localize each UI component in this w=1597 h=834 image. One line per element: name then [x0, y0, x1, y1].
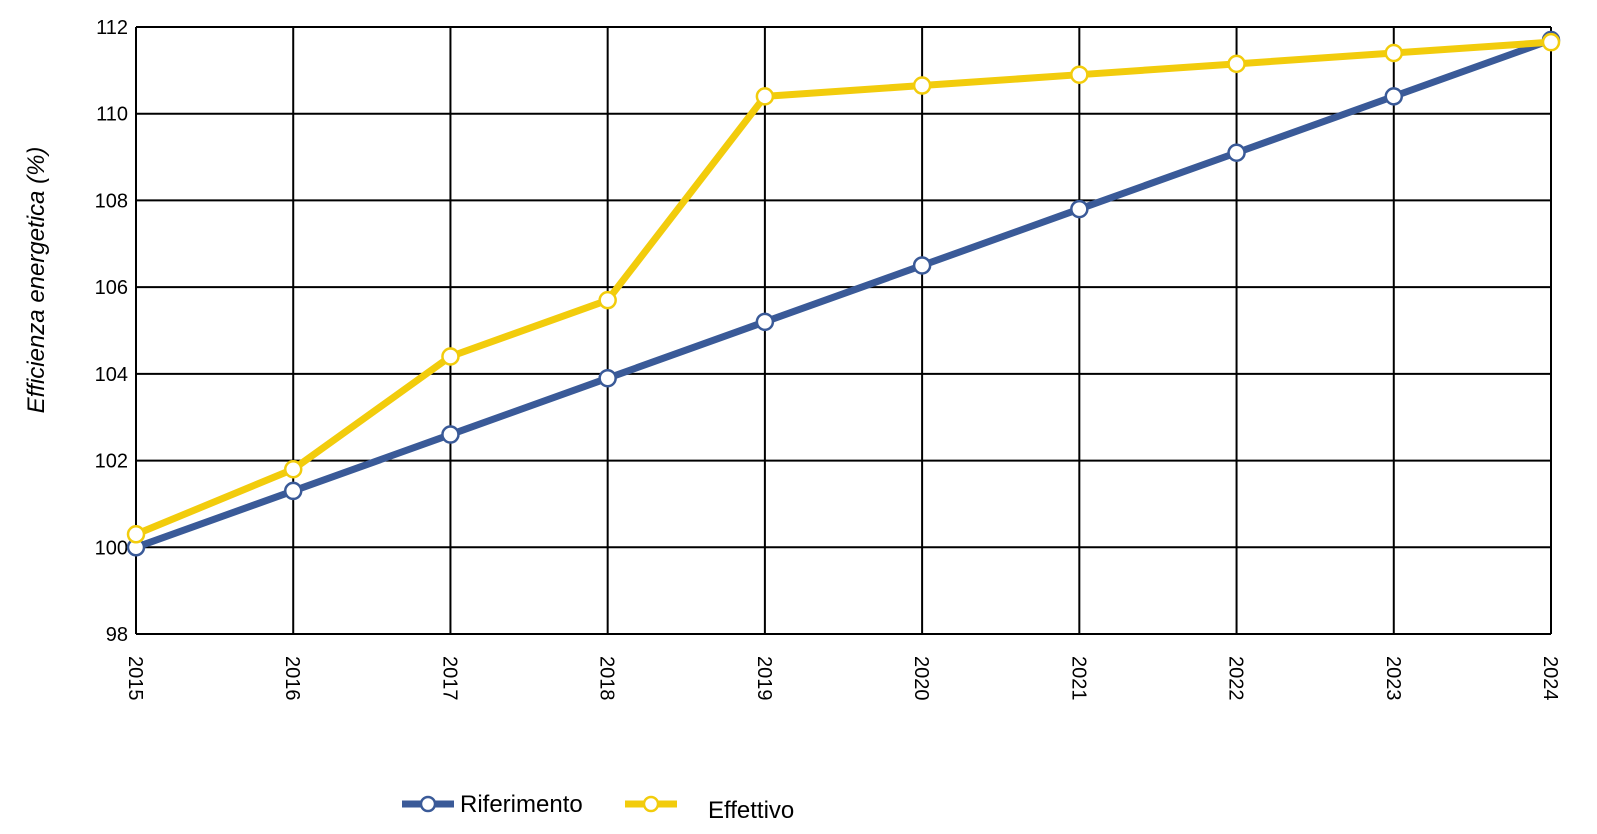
- series-riferimento: [126, 30, 1561, 557]
- data-point: [598, 290, 617, 310]
- data-point: [1227, 54, 1246, 74]
- x-tick-label: 2019: [753, 656, 775, 701]
- x-tick-label: 2023: [1382, 656, 1404, 701]
- series-line: [132, 38, 1555, 538]
- legend-item-effettivo: Effettivo: [625, 795, 794, 824]
- legend-swatch-marker: [642, 795, 660, 813]
- legend-label: Effettivo: [708, 797, 794, 824]
- data-point: [1384, 43, 1404, 63]
- data-point: [1070, 65, 1089, 84]
- y-tick-label: 102: [95, 451, 128, 473]
- data-point: [1541, 32, 1561, 52]
- data-point: [912, 256, 932, 275]
- data-point: [441, 347, 460, 366]
- y-axis-ticks: 98 100 102 104 106 108 110 112: [95, 17, 128, 646]
- y-axis-label: Efficienza energetica (%): [23, 147, 50, 414]
- y-tick-label: 108: [95, 190, 128, 212]
- y-tick-label: 110: [96, 104, 128, 126]
- x-tick-label: 2022: [1225, 656, 1247, 701]
- x-tick-label: 2020: [910, 656, 932, 701]
- x-tick-label: 2024: [1539, 656, 1561, 701]
- data-point: [1227, 143, 1246, 162]
- data-point: [598, 368, 617, 388]
- data-point: [283, 481, 303, 501]
- series-layer: [126, 30, 1561, 557]
- data-point: [441, 425, 460, 444]
- x-tick-label: 2017: [438, 656, 460, 701]
- y-tick-label: 106: [95, 277, 128, 299]
- x-tick-label: 2021: [1067, 656, 1089, 701]
- x-axis-ticks: 2015 2016 2017 2018 2019 2020 2021 2022 2023 2024: [124, 656, 1561, 701]
- data-point: [283, 459, 303, 479]
- series-effettivo: [126, 32, 1561, 544]
- x-tick-label: 2018: [596, 656, 618, 701]
- data-point: [755, 87, 775, 106]
- y-tick-label: 112: [96, 17, 128, 39]
- y-tick-label: 100: [95, 537, 128, 559]
- data-point: [1070, 199, 1089, 219]
- y-tick-label: 104: [95, 364, 128, 386]
- legend-item-riferimento: Riferimento: [402, 791, 583, 818]
- legend-swatch-marker: [419, 795, 437, 813]
- series-line: [132, 36, 1555, 551]
- data-point: [755, 312, 775, 332]
- legend: Riferimento Effettivo: [402, 791, 794, 824]
- data-point: [1384, 87, 1404, 106]
- legend-label: Riferimento: [460, 791, 583, 818]
- x-tick-label: 2015: [124, 656, 146, 701]
- data-point: [126, 525, 146, 544]
- x-tick-label: 2016: [281, 656, 303, 701]
- y-tick-label: 98: [106, 624, 128, 646]
- data-point: [912, 76, 932, 95]
